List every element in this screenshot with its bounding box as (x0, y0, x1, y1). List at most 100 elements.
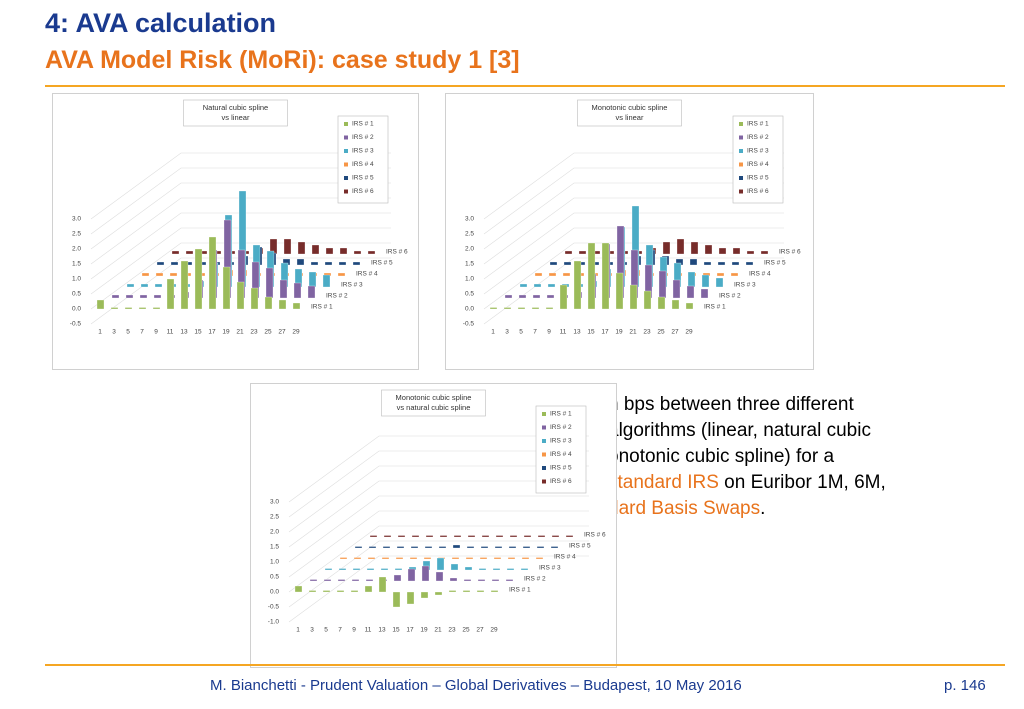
bar (354, 546, 363, 549)
bar (730, 272, 739, 277)
bar (395, 557, 404, 560)
bar (490, 590, 499, 593)
bar (352, 261, 361, 266)
x-tick-label: 25 (462, 627, 470, 634)
bar (489, 307, 498, 310)
bar (463, 579, 472, 582)
text-span: onotonic cubic spline) for a (608, 446, 835, 467)
grid-line (483, 242, 784, 310)
bar (545, 307, 554, 310)
y-tick-label: 1.0 (72, 276, 81, 283)
chart-title: vs natural cubic spline (397, 403, 471, 412)
bar (367, 250, 376, 255)
grid-line (483, 182, 784, 250)
bar (507, 557, 516, 560)
bar (435, 571, 444, 582)
y-tick-label: 1.5 (465, 261, 474, 268)
legend-label: IRS # 3 (352, 148, 374, 155)
bar (464, 566, 473, 571)
x-tick-label: 25 (657, 329, 665, 336)
grid-line (483, 227, 784, 295)
bar (294, 585, 303, 593)
bar (208, 236, 217, 310)
y-tick-label: -1.0 (268, 619, 280, 626)
grid-line (90, 182, 391, 250)
grid-line (288, 465, 589, 533)
bar (450, 563, 459, 571)
grid-line (288, 510, 589, 578)
bar (322, 590, 331, 593)
legend-label: IRS # 5 (550, 465, 572, 472)
legend-swatch (542, 425, 546, 430)
bar (308, 590, 317, 593)
bar (465, 557, 474, 560)
bar (393, 574, 402, 582)
y-tick-label: 3.0 (465, 216, 474, 223)
chart-title-box (183, 99, 288, 127)
bar (520, 568, 529, 571)
bar (378, 576, 387, 593)
x-tick-label: 9 (547, 329, 551, 336)
bar (506, 568, 515, 571)
chart-title: vs linear (222, 113, 250, 122)
bar (533, 283, 542, 288)
bar (336, 590, 345, 593)
bar (531, 307, 540, 310)
x-tick-label: 27 (278, 329, 286, 336)
bar (546, 294, 555, 299)
bar (382, 546, 391, 549)
text-span: n bps between three different (608, 394, 854, 415)
x-tick-label: 7 (533, 329, 537, 336)
chart-title-box (381, 389, 486, 417)
x-tick-label: 3 (310, 627, 314, 634)
legend-box (535, 405, 587, 494)
legend-label: IRS # 3 (747, 148, 769, 155)
bar (615, 272, 624, 310)
legend-swatch (542, 466, 546, 470)
bar (534, 272, 543, 277)
bar (338, 568, 347, 571)
bar (308, 271, 317, 288)
bar (366, 568, 375, 571)
x-tick-label: 17 (208, 329, 216, 336)
footer-rule (45, 664, 1005, 666)
bar (322, 274, 331, 288)
bar (494, 546, 503, 549)
y-tick-label: 2.0 (270, 529, 279, 536)
bar (549, 261, 558, 266)
series-label: IRS # 6 (779, 249, 801, 256)
grid-line (288, 540, 589, 608)
bar (392, 591, 401, 608)
x-tick-label: 15 (587, 329, 595, 336)
bar (155, 272, 164, 277)
x-tick-label: 21 (434, 627, 442, 634)
bar (504, 294, 513, 299)
y-tick-label: 0.5 (72, 291, 81, 298)
y-tick-label: 1.5 (72, 261, 81, 268)
text-line: onotonic cubic spline) for a (608, 444, 886, 470)
legend-swatch (542, 412, 546, 416)
y-tick-label: 2.5 (465, 231, 474, 238)
x-tick-label: 17 (406, 627, 414, 634)
text-line: dard Basis Swaps. (608, 496, 886, 522)
bar (685, 302, 694, 310)
y-tick-label: 2.5 (270, 514, 279, 521)
bar (578, 250, 587, 255)
bar (536, 546, 545, 549)
series-label: IRS # 5 (371, 260, 393, 267)
bar (521, 557, 530, 560)
bar (365, 579, 374, 582)
grid-line (288, 555, 589, 623)
y-tick-label: 0.0 (465, 306, 474, 313)
text-line: algorithms (linear, natural cubic (608, 418, 886, 444)
bar (548, 272, 557, 277)
bar (141, 272, 150, 277)
bar (731, 261, 740, 266)
grid-line (288, 450, 589, 518)
y-tick-label: -0.5 (463, 321, 475, 328)
bar (672, 279, 681, 299)
bar (505, 579, 514, 582)
x-tick-label: 5 (324, 627, 328, 634)
legend-label: IRS # 1 (352, 121, 374, 128)
